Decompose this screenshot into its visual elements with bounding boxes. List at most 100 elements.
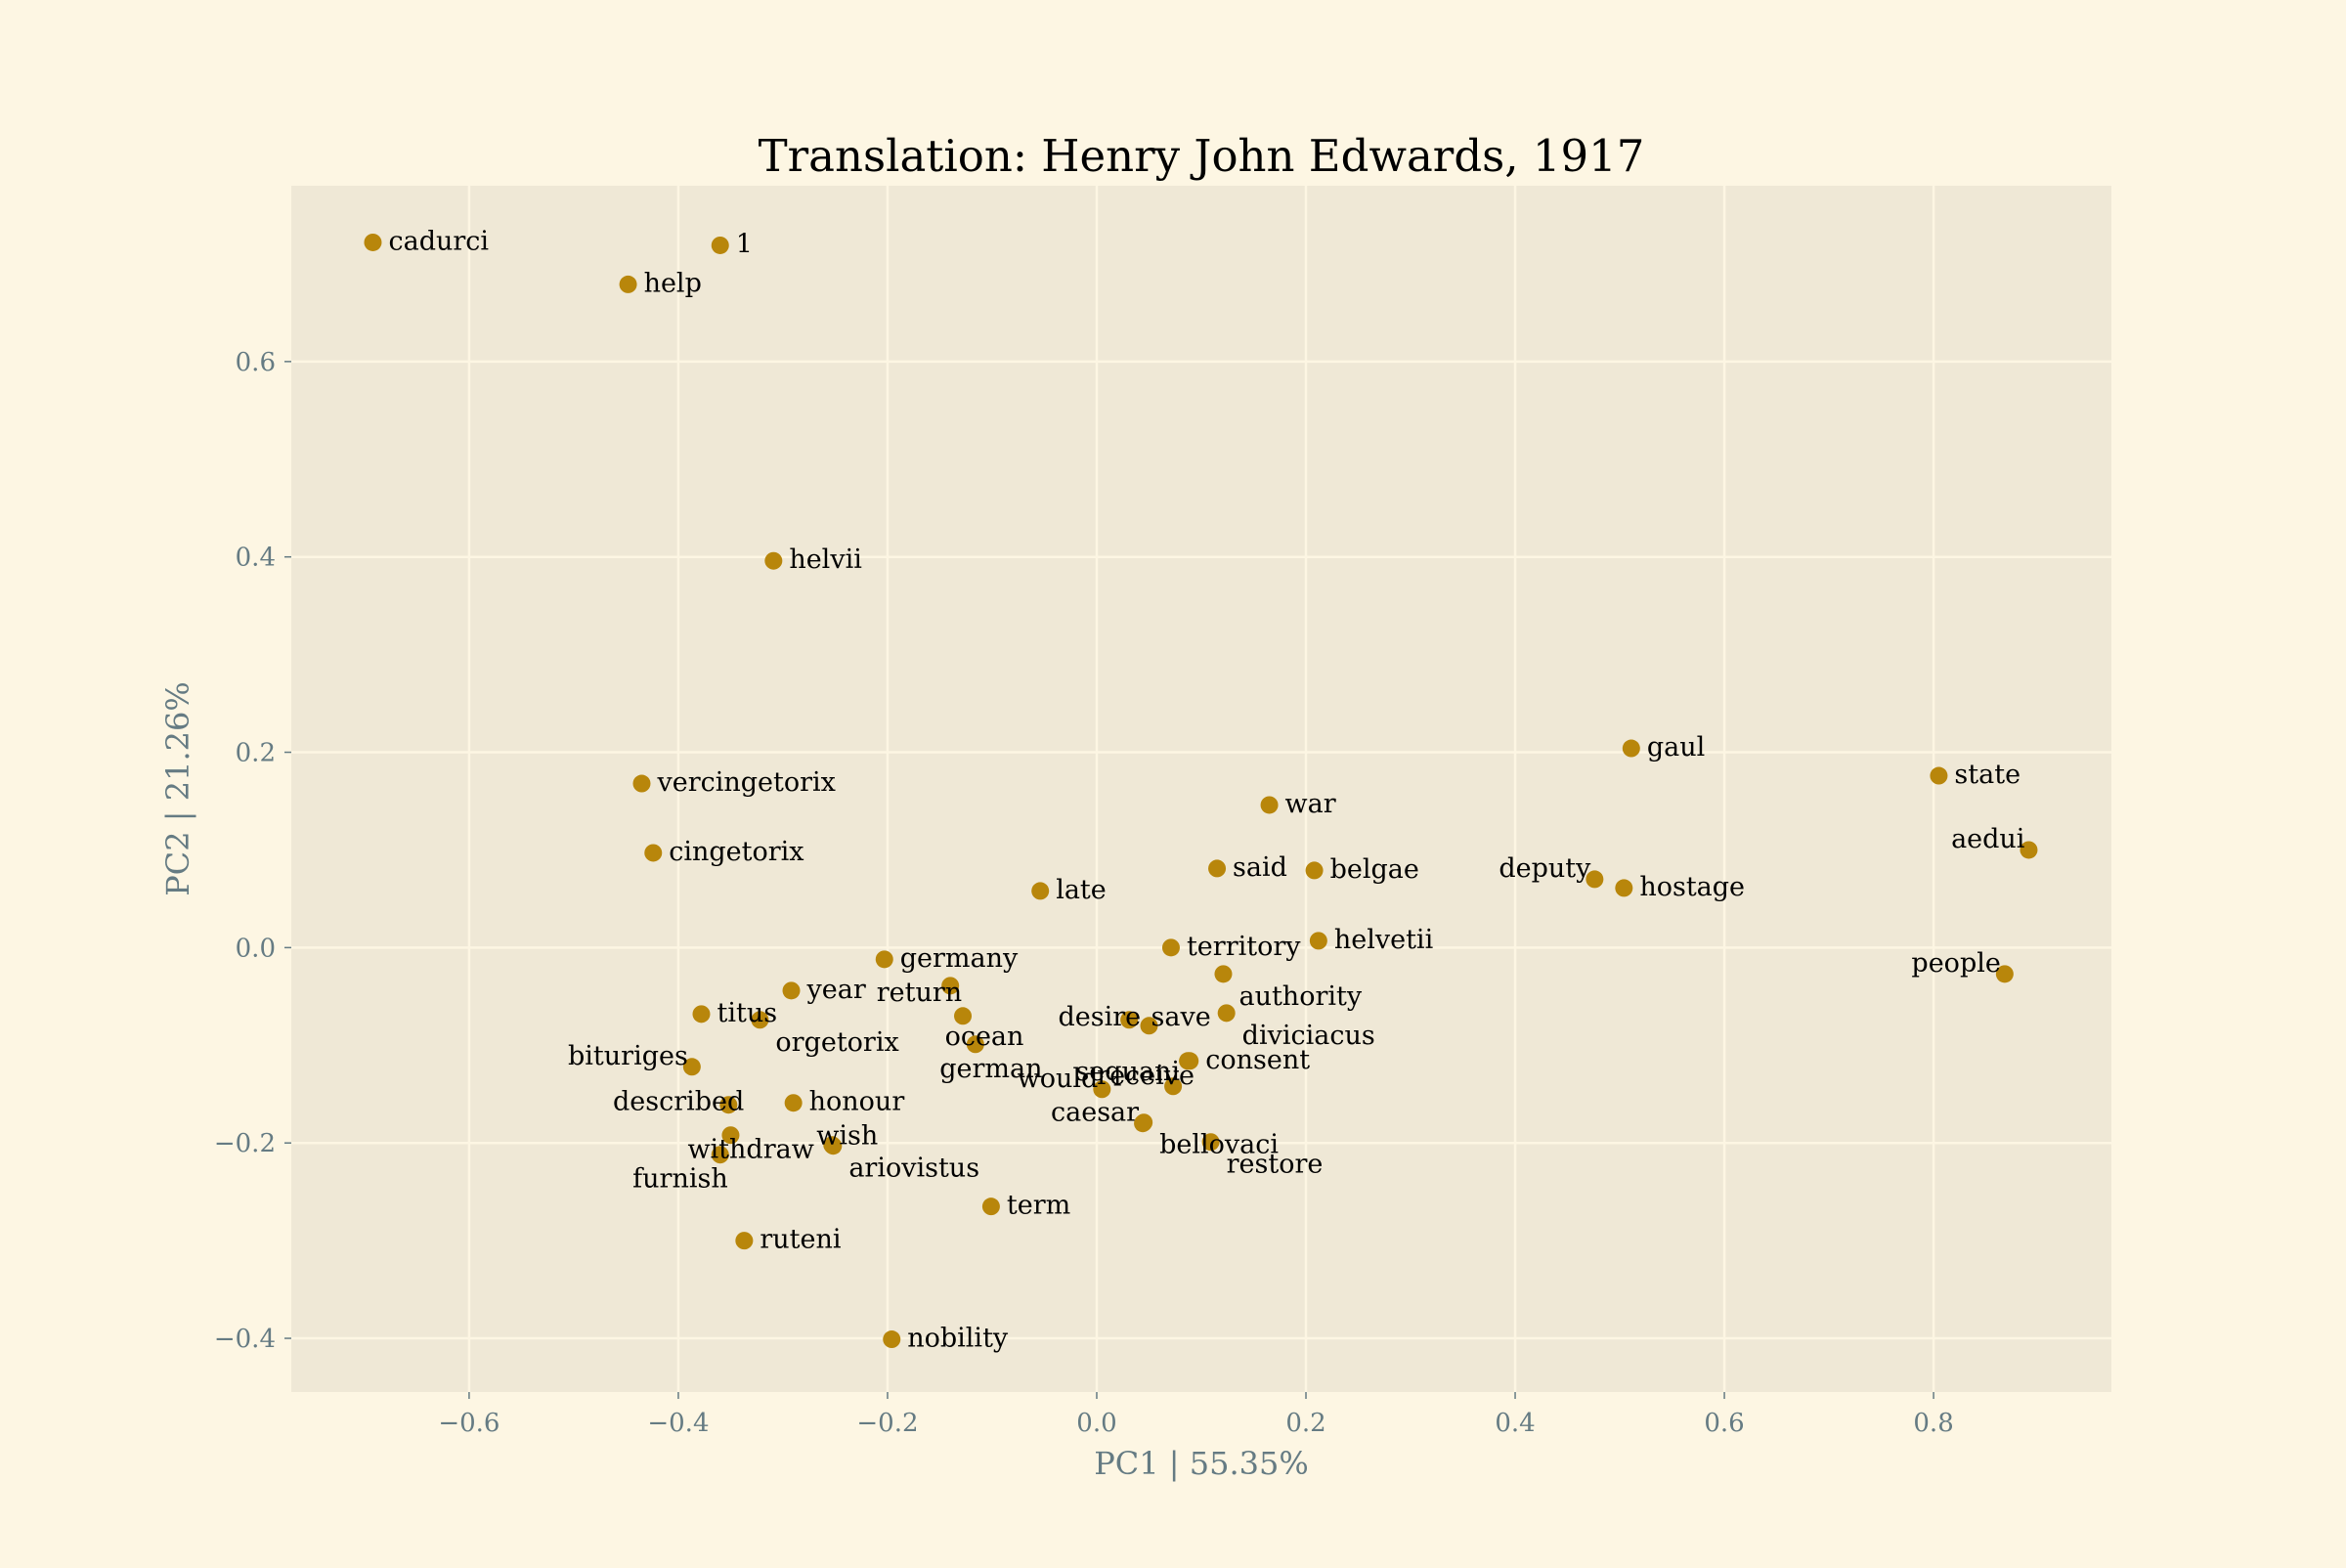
data-point	[966, 1035, 984, 1054]
point-label: year	[806, 975, 866, 1005]
data-point	[1622, 739, 1640, 758]
point-label: diviciacus	[1242, 1021, 1375, 1051]
point-label: cingetorix	[669, 837, 804, 867]
y-axis-label: PC2 | 21.26%	[159, 681, 196, 896]
data-point	[1615, 879, 1633, 897]
data-point	[1309, 932, 1327, 950]
y-tick-label: 0.0	[236, 934, 276, 963]
point-label: late	[1056, 875, 1107, 905]
point-label: people	[1911, 948, 2000, 979]
point-label: orgetorix	[775, 1027, 898, 1058]
point-label: deputy	[1499, 853, 1591, 884]
data-point	[632, 774, 651, 793]
point-label: caesar	[1051, 1098, 1139, 1128]
point-label: titus	[717, 998, 777, 1028]
data-point	[719, 1096, 738, 1114]
point-label: helvii	[789, 544, 862, 575]
x-tick-label: 0.4	[1495, 1409, 1535, 1438]
point-label: german	[939, 1054, 1042, 1084]
data-point	[883, 1330, 901, 1349]
data-point	[2020, 841, 2038, 859]
data-point	[735, 1232, 754, 1250]
data-point	[1260, 796, 1279, 814]
point-label: ruteni	[760, 1225, 842, 1255]
data-point	[1031, 882, 1050, 900]
data-point	[954, 1007, 973, 1025]
point-label: war	[1285, 789, 1336, 819]
data-point	[721, 1126, 740, 1145]
point-label: said	[1233, 852, 1287, 883]
point-label: hostage	[1639, 872, 1745, 902]
data-point	[784, 1094, 803, 1112]
point-label: honour	[809, 1087, 905, 1117]
x-tick-label: 0.0	[1076, 1409, 1116, 1438]
y-tick-label: 0.6	[236, 348, 276, 377]
data-point	[1995, 965, 2014, 983]
data-point	[941, 977, 960, 995]
data-point	[644, 844, 663, 862]
x-tick-label: 0.2	[1285, 1409, 1325, 1438]
point-label: helvetii	[1334, 925, 1434, 955]
y-tick-label: −0.2	[214, 1129, 276, 1158]
point-label: bellovaci	[1159, 1130, 1279, 1160]
chart-title: Translation: Henry John Edwards, 1917	[759, 130, 1645, 182]
point-label: germany	[900, 943, 1019, 974]
point-label: furnish	[632, 1164, 728, 1195]
point-label: belgae	[1330, 854, 1419, 885]
data-points	[364, 233, 2038, 1349]
point-label: authority	[1238, 981, 1362, 1012]
x-tick-label: −0.2	[856, 1409, 918, 1438]
data-point	[1140, 1017, 1158, 1035]
point-label: term	[1007, 1191, 1070, 1221]
data-point	[1134, 1114, 1152, 1133]
plot-area	[291, 186, 2111, 1392]
point-label: 1	[736, 229, 753, 259]
data-point	[711, 1146, 729, 1164]
point-label: ariovistus	[848, 1154, 979, 1184]
point-label: sequani	[1075, 1057, 1180, 1087]
point-label: receive	[1097, 1061, 1195, 1091]
point-label: territory	[1187, 932, 1301, 962]
x-tick-label: 0.6	[1704, 1409, 1744, 1438]
x-tick-label: −0.6	[438, 1409, 500, 1438]
data-point	[619, 275, 637, 293]
point-label: gaul	[1647, 732, 1705, 762]
data-point	[1217, 1004, 1236, 1023]
data-point	[1161, 938, 1180, 957]
data-point	[981, 1198, 1000, 1216]
point-label: return	[877, 978, 962, 1008]
point-label: restore	[1227, 1150, 1324, 1180]
point-label: would	[1018, 1064, 1099, 1094]
point-label: aedui	[1951, 824, 2025, 854]
point-label: withdraw	[687, 1135, 813, 1165]
data-point	[1164, 1077, 1183, 1096]
tick-labels: −0.6 −0.4 −0.2 0.0 0.2 0.4 0.6 0.8 −0.4 −0.2 0.0 0.…	[214, 348, 1954, 1438]
point-labels: cadurci 1 help helvii vercingetorix cingetori…	[388, 226, 2024, 1353]
data-point	[1930, 766, 1948, 785]
data-point	[692, 1005, 711, 1024]
data-point	[824, 1137, 843, 1155]
point-label: bituriges	[568, 1041, 688, 1071]
y-tick-label: −0.4	[214, 1325, 276, 1354]
data-point	[1586, 870, 1604, 889]
data-point	[682, 1058, 701, 1076]
data-point	[1214, 965, 1233, 983]
x-tick-label: 0.8	[1913, 1409, 1953, 1438]
point-label: nobility	[907, 1324, 1009, 1354]
x-axis-label: PC1 | 55.35%	[1094, 1445, 1309, 1482]
data-point	[764, 551, 783, 570]
data-point	[364, 233, 382, 251]
data-point	[1201, 1133, 1220, 1152]
point-label: wish	[816, 1121, 878, 1152]
data-point	[1181, 1052, 1199, 1070]
data-point	[782, 981, 801, 1000]
point-label: described	[613, 1087, 744, 1117]
data-point	[1305, 861, 1324, 880]
grid-lines	[291, 186, 2111, 1392]
data-point	[1208, 859, 1227, 878]
data-point	[711, 236, 729, 254]
data-point	[1120, 1011, 1139, 1029]
point-label: cadurci	[388, 226, 489, 256]
